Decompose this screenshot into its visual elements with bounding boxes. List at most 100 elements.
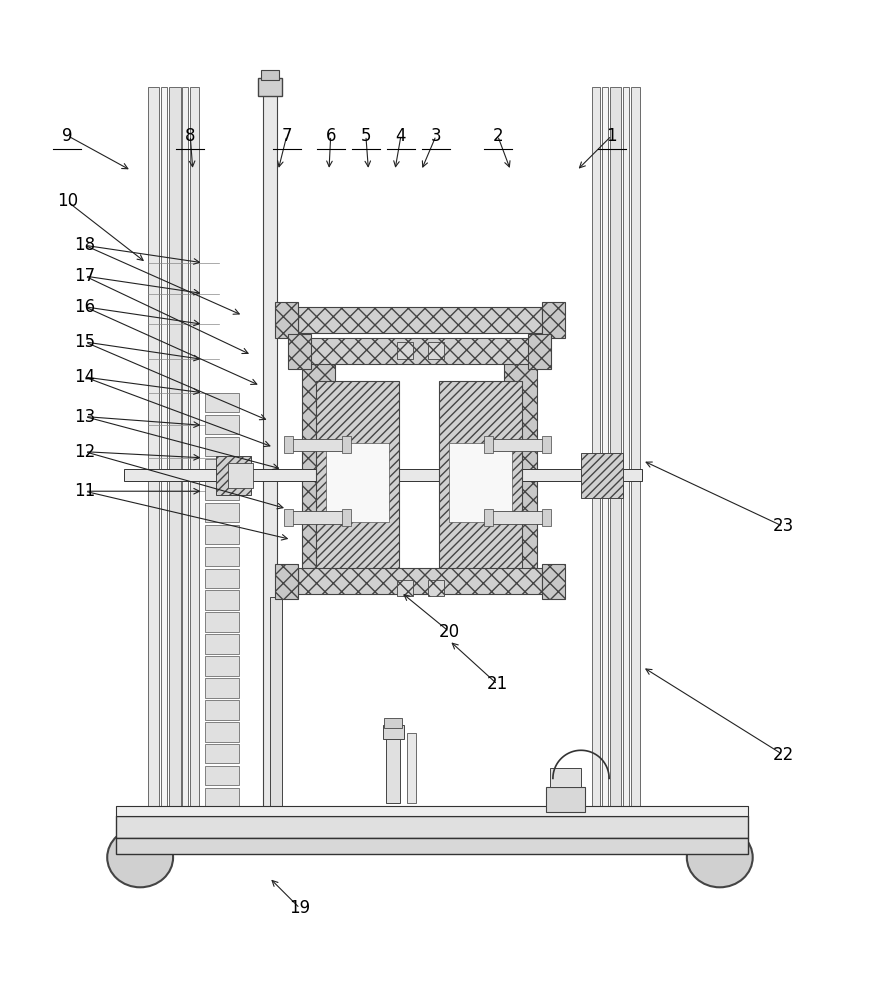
Bar <box>428 580 444 596</box>
Text: 2: 2 <box>492 127 503 145</box>
Text: 20: 20 <box>439 623 460 641</box>
Bar <box>115 806 748 816</box>
Bar <box>492 511 544 524</box>
Bar <box>307 338 532 364</box>
Bar <box>546 787 585 812</box>
Bar <box>288 334 310 369</box>
Bar <box>299 307 543 333</box>
Bar <box>205 612 239 632</box>
Bar <box>285 509 293 526</box>
Bar <box>124 469 642 481</box>
Bar <box>205 744 239 763</box>
Bar <box>439 381 522 575</box>
Bar <box>115 816 748 838</box>
Bar <box>543 564 566 599</box>
Bar <box>205 656 239 676</box>
Bar <box>342 509 351 526</box>
Bar <box>397 342 413 359</box>
Bar <box>205 393 239 412</box>
Bar <box>276 302 299 338</box>
Bar <box>262 70 279 80</box>
Bar <box>205 415 239 434</box>
Bar <box>581 453 623 498</box>
Bar <box>205 590 239 610</box>
Bar <box>551 768 581 787</box>
Bar <box>228 463 253 488</box>
Ellipse shape <box>687 828 752 887</box>
Bar <box>216 456 251 495</box>
Bar <box>205 525 239 544</box>
Bar <box>205 547 239 566</box>
Bar <box>292 439 344 451</box>
Bar <box>205 634 239 654</box>
Bar <box>205 569 239 588</box>
Text: 14: 14 <box>74 368 95 386</box>
Bar <box>397 580 413 596</box>
Text: 15: 15 <box>74 333 95 351</box>
Bar <box>543 436 552 453</box>
Bar <box>623 87 629 816</box>
Ellipse shape <box>107 828 173 887</box>
Bar <box>285 436 293 453</box>
Bar <box>386 733 400 803</box>
Text: 6: 6 <box>325 127 336 145</box>
Text: 1: 1 <box>606 127 617 145</box>
Bar <box>258 78 283 96</box>
Bar <box>182 87 189 816</box>
Bar <box>205 700 239 720</box>
Text: 3: 3 <box>431 127 441 145</box>
Bar <box>449 443 512 522</box>
Bar <box>610 87 621 816</box>
Bar <box>407 733 416 803</box>
Bar <box>148 87 159 816</box>
Text: 22: 22 <box>773 746 794 764</box>
Bar <box>529 334 552 369</box>
Bar <box>270 597 283 816</box>
Bar <box>299 568 543 594</box>
Bar <box>205 437 239 456</box>
Bar <box>543 509 552 526</box>
Bar <box>205 678 239 698</box>
Bar <box>543 302 566 338</box>
Bar <box>504 359 537 583</box>
Bar <box>190 87 199 816</box>
Bar <box>205 459 239 478</box>
Text: 19: 19 <box>290 899 310 917</box>
Bar <box>205 766 239 785</box>
Text: 23: 23 <box>773 517 794 535</box>
Text: 12: 12 <box>74 443 95 461</box>
Bar <box>485 509 493 526</box>
Bar <box>342 436 351 453</box>
Bar <box>602 87 608 816</box>
Bar <box>631 87 640 816</box>
Bar <box>169 87 181 816</box>
Text: 10: 10 <box>56 192 78 210</box>
Bar <box>326 443 389 522</box>
Text: 5: 5 <box>360 127 371 145</box>
Text: 16: 16 <box>74 298 95 316</box>
Text: 11: 11 <box>74 482 95 500</box>
Text: 4: 4 <box>396 127 406 145</box>
Bar <box>205 722 239 742</box>
Text: 17: 17 <box>74 267 95 285</box>
Text: 21: 21 <box>487 675 508 693</box>
Bar <box>384 718 402 728</box>
Bar <box>485 436 493 453</box>
Bar <box>428 342 444 359</box>
Text: 8: 8 <box>185 127 196 145</box>
Bar <box>315 381 399 575</box>
Bar <box>292 511 344 524</box>
Text: 18: 18 <box>74 236 95 254</box>
Bar <box>382 725 403 739</box>
Bar <box>205 481 239 500</box>
Bar <box>591 87 600 816</box>
Text: 13: 13 <box>74 408 95 426</box>
Text: 7: 7 <box>282 127 292 145</box>
Bar <box>263 87 278 816</box>
Bar <box>205 788 239 807</box>
Bar <box>205 503 239 522</box>
Bar <box>301 359 335 583</box>
Bar <box>492 439 544 451</box>
Bar <box>115 838 748 854</box>
Bar <box>161 87 167 816</box>
